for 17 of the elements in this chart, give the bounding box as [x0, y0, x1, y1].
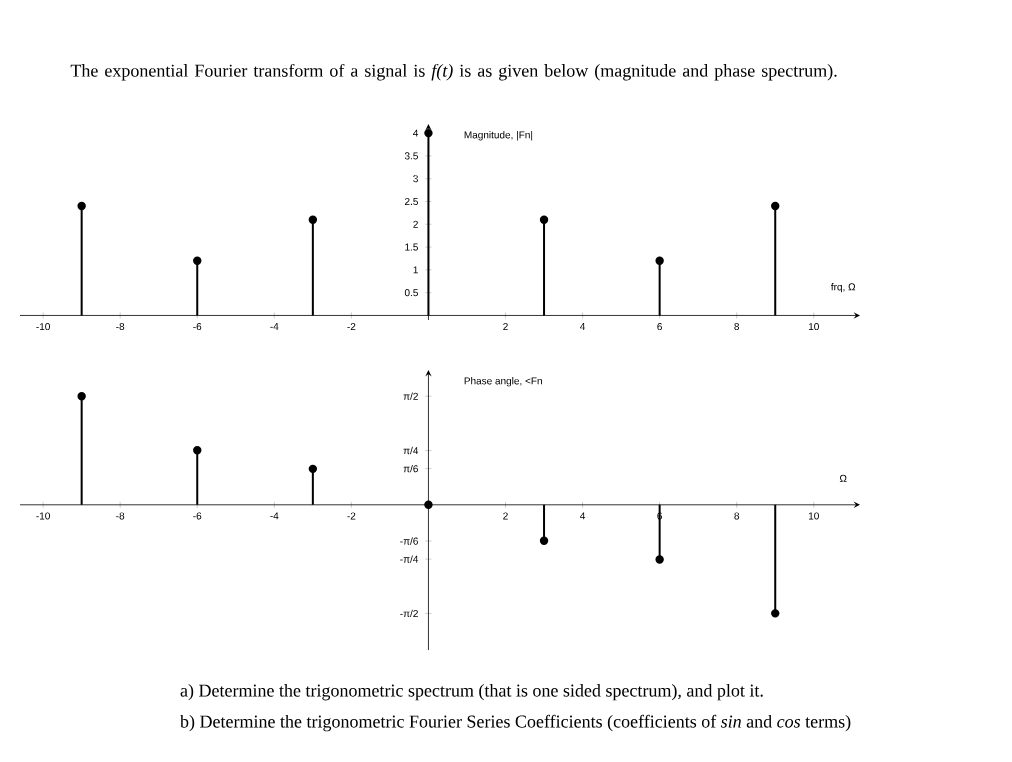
point — [193, 256, 202, 265]
point — [77, 201, 86, 211]
text: b) Determine the trigonometric Fourier Series Coefficients (coefficients of sin and cos terms) — [180, 714, 851, 732]
point — [655, 555, 664, 564]
point — [193, 445, 202, 455]
point — [424, 500, 433, 510]
point — [308, 464, 318, 474]
point — [308, 215, 318, 224]
point — [539, 215, 549, 224]
chart-title: The exponential Fourier transform of a signal is f(t) is as given below (magnitude and phase spectrum). — [70, 63, 837, 81]
point — [77, 392, 86, 401]
point — [771, 201, 780, 211]
point — [539, 536, 549, 545]
point — [424, 128, 433, 138]
point — [655, 256, 664, 265]
text: a) Determine the trigonometric spectrum (that is one sided spectrum), and plot it. — [180, 684, 763, 701]
point — [771, 609, 780, 618]
